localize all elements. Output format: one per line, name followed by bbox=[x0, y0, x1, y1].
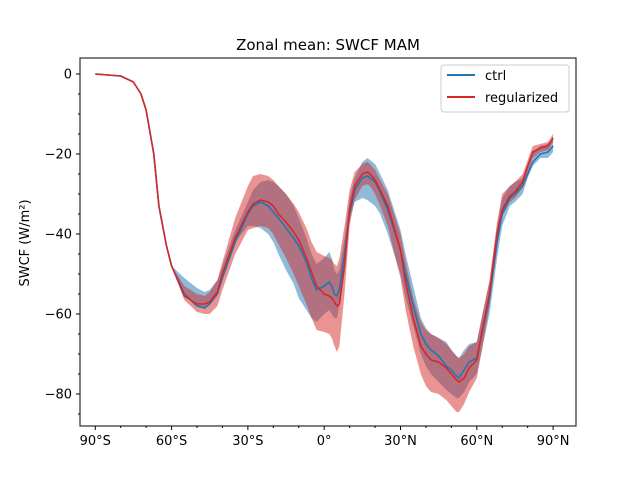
y-tick-label: −20 bbox=[45, 148, 72, 163]
y-tick-label: −40 bbox=[45, 228, 72, 243]
x-axis-ticks: 90°S 60°S 30°S 0° 30°N 60°N 90°N bbox=[80, 426, 570, 449]
x-tick-label: 60°N bbox=[460, 434, 493, 449]
y-axis-ticks: 0 −20 −40 −60 −80 bbox=[45, 68, 80, 415]
x-tick-label: 0° bbox=[317, 434, 332, 449]
plot-area bbox=[95, 73, 554, 412]
x-tick-label: 30°N bbox=[384, 434, 417, 449]
x-tick-label: 90°N bbox=[537, 434, 570, 449]
legend-label-regularized: regularized bbox=[485, 91, 558, 106]
axes-frame bbox=[79, 57, 577, 427]
legend: ctrl regularized bbox=[440, 64, 570, 113]
y-tick-label: 0 bbox=[64, 68, 72, 83]
y-tick-label: −60 bbox=[45, 308, 72, 323]
y-tick-label: −80 bbox=[45, 388, 72, 403]
y-axis-label: SWCF (W/m²) bbox=[18, 199, 33, 286]
line-regularized bbox=[95, 73, 554, 383]
chart-title: Zonal mean: SWCF MAM bbox=[236, 36, 420, 54]
x-tick-label: 30°S bbox=[232, 434, 263, 449]
legend-label-ctrl: ctrl bbox=[485, 69, 506, 84]
legend-box bbox=[440, 64, 570, 113]
series-lines bbox=[95, 73, 554, 383]
x-tick-label: 60°S bbox=[156, 434, 187, 449]
x-tick-label: 90°S bbox=[80, 434, 111, 449]
